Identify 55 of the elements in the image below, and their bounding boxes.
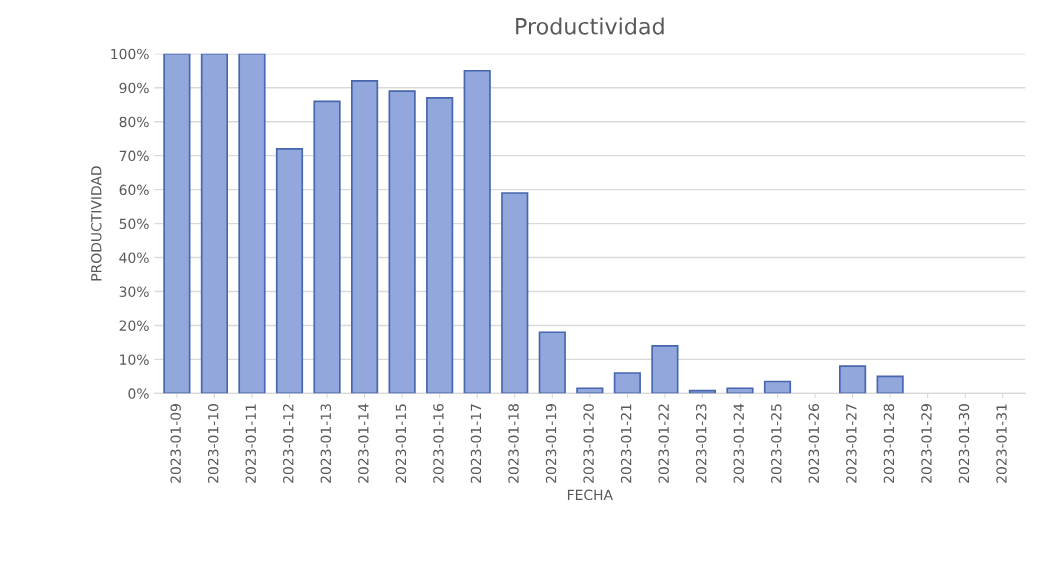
y-tick-label: 70%	[119, 150, 149, 162]
x-tick-label: 2023-01-12	[283, 404, 294, 483]
bar	[238, 53, 266, 394]
x-tick-label: 2023-01-19	[545, 404, 557, 483]
x-tick-label: 2023-01-22	[658, 404, 669, 483]
x-tick-label: 2023-01-14	[358, 403, 369, 483]
x-tick-label: 2023-01-17	[470, 404, 482, 483]
bar	[838, 365, 867, 394]
x-tick-label: 2023-01-21	[620, 404, 632, 483]
chart-title: Productividad	[516, 17, 664, 35]
x-tick-label: 2023-01-23	[695, 404, 707, 483]
x-tick-label: 2023-01-10	[207, 404, 219, 483]
bar	[651, 344, 679, 394]
y-tick-label: 0%	[128, 388, 149, 399]
x-tick-label: 2023-01-09	[170, 404, 181, 483]
x-tick-label: 2023-01-11	[245, 404, 256, 483]
x-tick-label: 2023-01-15	[395, 404, 407, 483]
x-tick-label: 2023-01-24	[733, 403, 744, 483]
x-tick-label: 2023-01-13	[320, 404, 332, 483]
y-tick-label: 50%	[119, 218, 149, 230]
x-axis-title: FECHA	[567, 489, 613, 501]
bar	[388, 90, 416, 394]
bar	[576, 387, 604, 394]
y-tick-label: 60%	[119, 184, 149, 196]
bar	[163, 53, 191, 394]
bar	[350, 80, 379, 394]
bar	[763, 380, 792, 394]
bar	[613, 372, 641, 394]
bar	[275, 148, 304, 394]
x-tick-label: 2023-01-26	[808, 403, 820, 483]
x-tick-label: 2023-01-28	[883, 404, 895, 483]
y-tick-label: 80%	[119, 116, 149, 128]
bar	[726, 387, 754, 394]
bar	[538, 331, 566, 394]
x-tick-label: 2023-01-16	[433, 403, 444, 483]
bar	[463, 69, 491, 394]
y-tick-label: 40%	[119, 252, 149, 263]
x-tick-label: 2023-01-20	[583, 404, 594, 483]
y-axis-title: PRODUCTIVIDAD	[91, 166, 102, 281]
y-tick-label: 90%	[119, 82, 149, 94]
bar	[426, 97, 454, 394]
y-tick-label: 30%	[119, 286, 149, 297]
bar	[876, 375, 904, 394]
x-tick-label: 2023-01-30	[958, 404, 970, 483]
y-tick-label: 20%	[119, 320, 149, 331]
x-tick-label: 2023-01-25	[771, 404, 782, 483]
x-tick-label: 2023-01-18	[508, 404, 519, 483]
y-tick-label: 10%	[120, 354, 149, 365]
bar	[313, 100, 341, 394]
x-tick-label: 2023-01-31	[996, 404, 1007, 483]
x-tick-label: 2023-01-27	[846, 404, 857, 483]
y-tick-label: 100%	[111, 48, 149, 60]
x-tick-label: 2023-01-29	[921, 404, 932, 483]
bar	[501, 192, 529, 394]
bar	[200, 53, 229, 394]
